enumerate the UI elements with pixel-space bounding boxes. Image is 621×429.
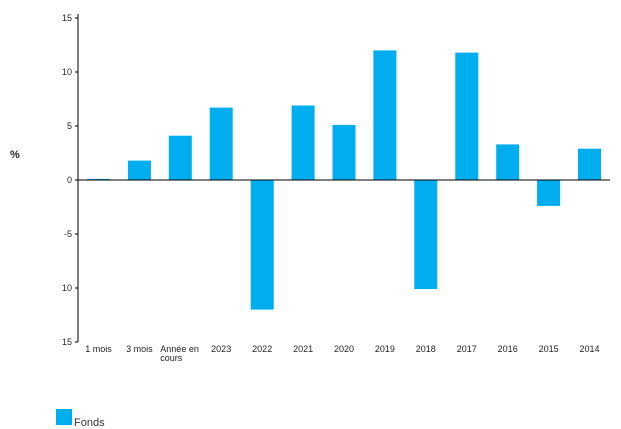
bar	[168, 135, 192, 180]
x-tick-label: 2020	[334, 344, 354, 354]
bar	[250, 180, 274, 310]
legend-label-fonds: Fonds	[74, 417, 105, 429]
y-tick-label: 0	[67, 175, 72, 185]
x-tick-label: 2015	[539, 344, 559, 354]
y-tick-label: 15	[62, 13, 72, 23]
x-tick-label: 2022	[252, 344, 272, 354]
bar	[414, 180, 438, 290]
x-tick-label: Année en	[160, 344, 199, 354]
x-tick-label: 2018	[416, 344, 436, 354]
bar	[537, 180, 561, 206]
bar	[209, 107, 233, 180]
x-tick-label: 2017	[457, 344, 477, 354]
x-tick-label: 3 mois	[126, 344, 153, 354]
x-tick-label: 1 mois	[85, 344, 112, 354]
x-tick-label: 2019	[375, 344, 395, 354]
bar	[332, 124, 356, 180]
x-tick-label: 2016	[498, 344, 518, 354]
legend: Fonds	[56, 405, 105, 429]
x-tick-label: 2014	[579, 344, 599, 354]
bar	[291, 105, 315, 180]
bar	[373, 50, 397, 181]
bar	[455, 52, 479, 180]
y-tick-label: 10	[62, 67, 72, 77]
y-axis-label: %	[10, 149, 20, 161]
y-tick-label: 10	[62, 283, 72, 293]
y-tick-label: 15	[62, 337, 72, 347]
y-tick-label: 5	[67, 121, 72, 131]
y-tick-label: -5	[64, 229, 72, 239]
bar	[578, 148, 601, 180]
bar	[127, 160, 151, 180]
legend-swatch-fonds	[56, 409, 72, 425]
x-tick-label: 2021	[293, 344, 313, 354]
x-tick-label: 2023	[211, 344, 231, 354]
x-tick-label: cours	[160, 353, 183, 363]
bar	[496, 144, 520, 180]
